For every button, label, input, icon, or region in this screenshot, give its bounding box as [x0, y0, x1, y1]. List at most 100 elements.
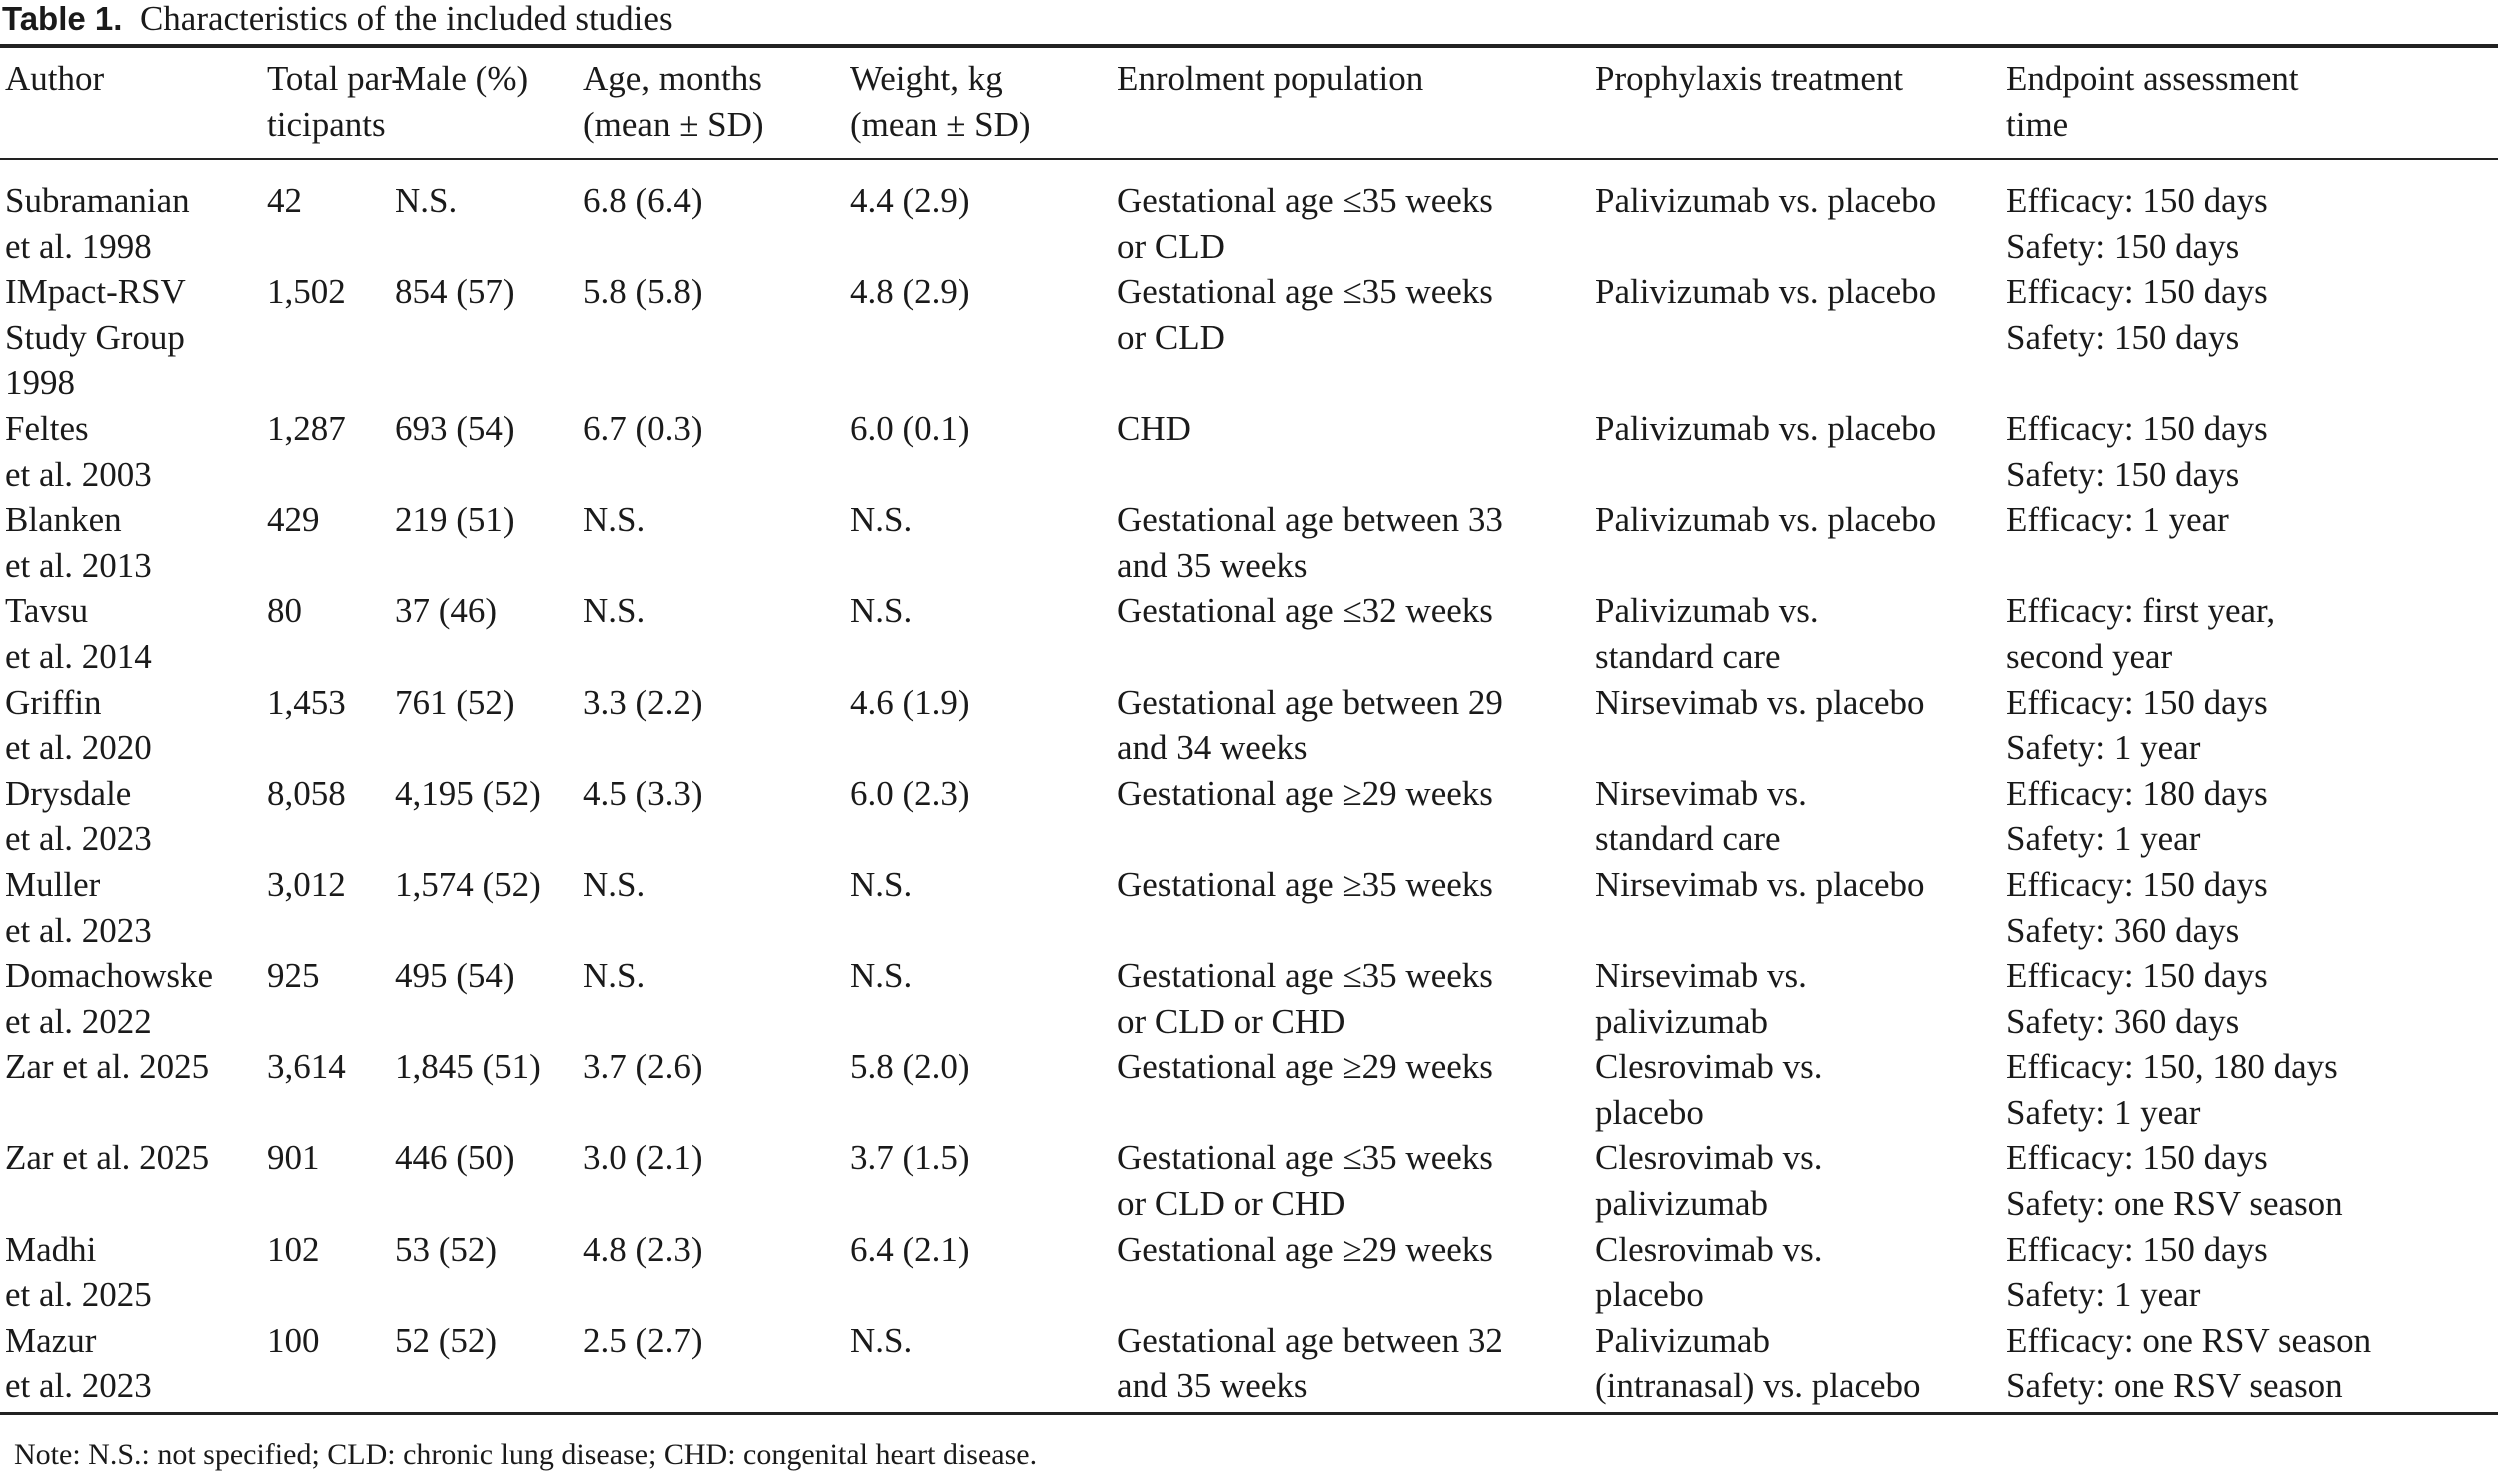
header-author: Author: [0, 50, 262, 164]
cell-line: 693 (54): [395, 408, 515, 448]
cell-line: Efficacy: 1 year: [2006, 500, 2229, 540]
cell-line: N.S.: [583, 956, 646, 996]
cell-age-months: 5.8 (5.8): [578, 269, 845, 406]
cell-line: N.S.: [583, 864, 646, 904]
cell-line: Efficacy: 150 days: [2006, 408, 2268, 448]
cell-line: Safety: 360 days: [2006, 1001, 2240, 1041]
cell-enrolment-population: Gestational age ≥29 weeks: [1112, 1044, 1590, 1135]
cell-line: Tavsu: [5, 591, 89, 631]
cell-line: Drysdale: [5, 773, 132, 813]
cell-line: 42: [267, 181, 302, 220]
header-total-participants: Total par-ticipants: [262, 50, 403, 164]
cell-enrolment-population: Gestational age between 33 and 35 weeks: [1112, 497, 1590, 588]
cell-total-participants: 3,614: [262, 1044, 390, 1135]
cell-weight-kg: 4.4 (2.9): [845, 164, 1112, 269]
cell-line: 854 (57): [395, 272, 515, 312]
cell-line: Griffin: [5, 682, 102, 722]
cell-line: Efficacy: 150, 180 days: [2006, 1047, 2338, 1087]
cell-line: palivizumab: [1595, 1001, 1769, 1041]
cell-line: second year: [2006, 636, 2173, 676]
cell-endpoint-assessment-time: Efficacy: 150 days Safety: 150 days: [2001, 269, 2498, 406]
cell-line: 4.6 (1.9): [850, 682, 970, 722]
cell-author: Blanken et al. 2013: [0, 497, 262, 588]
table-row: Subramanian et al. 1998 42 N.S. 6.8 (6.4) 4.4…: [0, 164, 2498, 269]
cell-line: IMpact-RSV: [5, 272, 186, 312]
table-row: Drysdale et al. 2023 8,058 4,195 (52) 4.5 (3…: [0, 771, 2498, 862]
cell-male-percent: 52 (52): [390, 1318, 578, 1409]
cell-line: and 35 weeks: [1117, 1366, 1308, 1406]
cell-line: 6.7 (0.3): [583, 408, 703, 448]
cell-line: et al. 2025: [5, 1275, 152, 1315]
table-body: Subramanian et al. 1998 42 N.S. 6.8 (6.4) 4.4…: [0, 164, 2498, 1409]
cell-line: 4.8 (2.3): [583, 1229, 703, 1269]
cell-author: Griffin et al. 2020: [0, 680, 262, 771]
cell-line: 1998: [5, 363, 75, 403]
cell-line: Gestational age between 32: [1117, 1320, 1503, 1360]
cell-line: et al. 2023: [5, 819, 152, 859]
cell-line: Clesrovimab vs.: [1595, 1047, 1823, 1087]
cell-age-months: 2.5 (2.7): [578, 1318, 845, 1409]
cell-line: 3.7 (2.6): [583, 1047, 703, 1087]
cell-line: or CLD: [1117, 226, 1225, 266]
cell-male-percent: 37 (46): [390, 588, 578, 679]
cell-endpoint-assessment-time: Efficacy: 150 days Safety: 150 days: [2001, 406, 2498, 497]
cell-line: Safety: 1 year: [2006, 1275, 2201, 1315]
cell-line: Gestational age between 29: [1117, 682, 1503, 722]
cell-line: 495 (54): [395, 956, 515, 996]
cell-line: 5.8 (5.8): [583, 272, 703, 312]
cell-line: Efficacy: 150 days: [2006, 864, 2268, 904]
cell-endpoint-assessment-time: Efficacy: 150 days Safety: 360 days: [2001, 862, 2498, 953]
cell-male-percent: N.S.: [390, 164, 578, 269]
cell-line: et al. 2014: [5, 636, 152, 676]
cell-prophylaxis-treatment: Palivizumab vs. standard care: [1590, 588, 2001, 679]
cell-line: Muller: [5, 864, 101, 904]
cell-line: et al. 2023: [5, 910, 152, 950]
cell-male-percent: 693 (54): [390, 406, 578, 497]
cell-enrolment-population: Gestational age ≤35 weeks or CLD: [1112, 269, 1590, 406]
cell-total-participants: 1,502: [262, 269, 390, 406]
cell-line: Gestational age between 33: [1117, 500, 1503, 540]
cell-line: 6.4 (2.1): [850, 1229, 970, 1269]
cell-line: Endpoint assessment: [2006, 59, 2299, 98]
cell-prophylaxis-treatment: Palivizumab vs. placebo: [1590, 497, 2001, 588]
header-rule: [0, 158, 2498, 160]
cell-line: Safety: 1 year: [2006, 1092, 2201, 1132]
cell-male-percent: 854 (57): [390, 269, 578, 406]
cell-line: 3,614: [267, 1047, 346, 1087]
cell-male-percent: 1,574 (52): [390, 862, 578, 953]
cell-line: Gestational age ≥29 weeks: [1117, 773, 1493, 813]
cell-line: Efficacy: 150 days: [2006, 181, 2268, 220]
cell-line: Enrolment population: [1117, 59, 1424, 98]
cell-line: and 35 weeks: [1117, 545, 1308, 585]
cell-line: et al. 1998: [5, 226, 152, 266]
table-note: Note: N.S.: not specified; CLD: chronic …: [14, 1438, 1038, 1471]
cell-line: Palivizumab vs. placebo: [1595, 408, 1937, 448]
cell-age-months: 6.7 (0.3): [578, 406, 845, 497]
cell-prophylaxis-treatment: Nirsevimab vs. standard care: [1590, 771, 2001, 862]
cell-line: time: [2006, 104, 2069, 144]
cell-line: Blanken: [5, 500, 122, 540]
cell-total-participants: 429: [262, 497, 390, 588]
cell-prophylaxis-treatment: Clesrovimab vs. palivizumab: [1590, 1135, 2001, 1226]
cell-weight-kg: N.S.: [845, 497, 1112, 588]
cell-line: Efficacy: one RSV season: [2006, 1320, 2372, 1360]
cell-author: Tavsu et al. 2014: [0, 588, 262, 679]
cell-age-months: N.S.: [578, 953, 845, 1044]
cell-male-percent: 495 (54): [390, 953, 578, 1044]
cell-line: Gestational age ≤35 weeks: [1117, 272, 1493, 312]
cell-line: Clesrovimab vs.: [1595, 1138, 1823, 1178]
cell-line: standard care: [1595, 636, 1781, 676]
cell-line: ticipants: [267, 104, 386, 144]
cell-line: N.S.: [850, 591, 913, 631]
cell-line: (intranasal) vs. placebo: [1595, 1366, 1921, 1406]
cell-line: Madhi: [5, 1229, 97, 1269]
cell-line: Zar et al. 2025: [5, 1047, 210, 1087]
cell-line: Safety: 150 days: [2006, 226, 2240, 266]
cell-line: 6.8 (6.4): [583, 181, 703, 220]
cell-total-participants: 100: [262, 1318, 390, 1409]
cell-endpoint-assessment-time: Efficacy: 150, 180 days Safety: 1 year: [2001, 1044, 2498, 1135]
cell-line: Efficacy: 180 days: [2006, 773, 2268, 813]
cell-age-months: N.S.: [578, 588, 845, 679]
cell-line: CHD: [1117, 408, 1191, 448]
cell-line: 80: [267, 591, 302, 631]
